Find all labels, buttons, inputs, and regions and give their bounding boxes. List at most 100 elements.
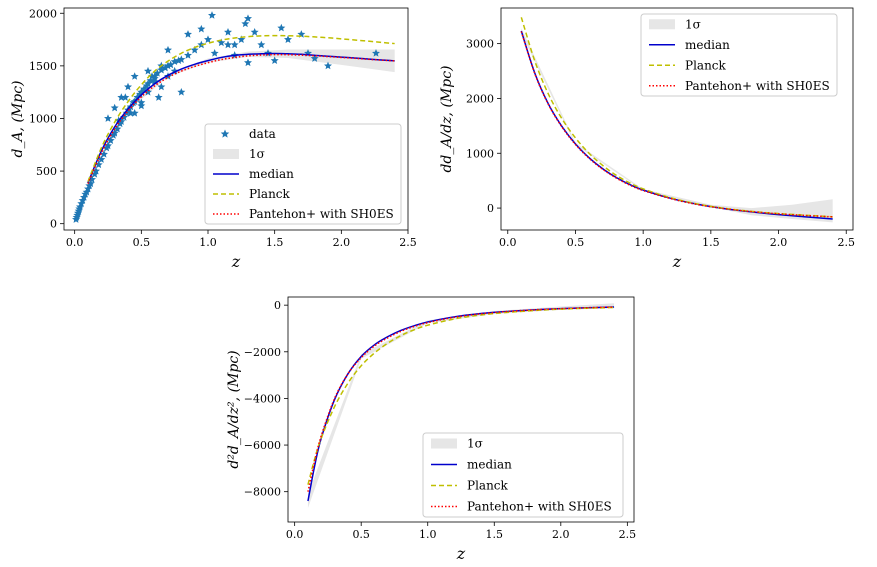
x-tick-label: 2.0 <box>333 236 351 249</box>
y-axis-label: dd_A/dz, (Mpc) <box>439 65 455 172</box>
series-median <box>87 52 395 183</box>
data-point <box>150 74 159 82</box>
data-point <box>244 14 252 22</box>
data-point <box>137 101 146 110</box>
legend-marker-band <box>431 438 457 449</box>
y-tick-label: 1000 <box>29 112 57 125</box>
x-tick-label: 2.0 <box>552 528 570 541</box>
sigma-band <box>88 49 395 184</box>
axes-frame <box>287 296 635 523</box>
chart-d2dA: 0.0 0.5 1.0 1.5 2.0 2.5 0 −2000 −4000 −6000 −8000 z… <box>226 296 637 563</box>
data-point <box>164 45 172 54</box>
y-tick-label: −6000 <box>244 439 281 452</box>
legend-label: data <box>249 127 276 141</box>
data-point <box>161 63 170 72</box>
y-tick-label: 0 <box>274 299 281 312</box>
data-point <box>82 187 91 196</box>
legend-label: 1σ <box>249 147 265 161</box>
y-tick-label: 2000 <box>29 7 57 20</box>
y-tick-label: −8000 <box>244 486 281 499</box>
x-tick-label: 0.5 <box>133 236 151 249</box>
data-point <box>88 175 96 183</box>
data-point <box>166 60 175 69</box>
data-point <box>77 199 86 208</box>
legend-box <box>204 123 402 225</box>
x-tick-label: 2.5 <box>619 528 637 541</box>
legend-label: 1σ <box>467 437 483 451</box>
legend-label: median <box>249 167 294 181</box>
data-point <box>144 66 152 75</box>
axes-frame <box>63 7 409 231</box>
data-point <box>177 87 186 96</box>
y-tick-label: 0 <box>50 218 57 231</box>
data-point <box>241 19 250 28</box>
data-point <box>84 184 92 193</box>
x-tick-label: 1.0 <box>419 528 437 541</box>
chart-ddA: 0.0 0.5 1.0 1.5 2.0 2.5 0 1000 2000 3000 z dd_A/dz,… <box>439 7 855 271</box>
legend-marker-band <box>213 149 239 159</box>
legend: data 1σ median Planck Pantehon+ with SH0ES <box>204 123 402 225</box>
data-point <box>230 40 239 49</box>
data-point <box>277 23 286 32</box>
data-point <box>104 114 112 122</box>
legend-label: Planck <box>467 479 509 493</box>
x-tick-label: 2.0 <box>770 236 788 249</box>
legend-box <box>422 432 624 518</box>
axes-frame <box>500 7 854 231</box>
x-tick-label: 1.0 <box>634 236 652 249</box>
data-point <box>270 56 279 64</box>
plot-area <box>307 303 615 509</box>
data-point <box>210 49 219 57</box>
data-point <box>204 35 212 43</box>
data-point <box>184 51 192 59</box>
data-point <box>148 72 156 80</box>
data-point <box>153 69 162 77</box>
data-point <box>174 56 183 64</box>
data-point <box>130 72 139 80</box>
x-tick-label: 0.0 <box>286 528 304 541</box>
y-tick-label: 1000 <box>466 147 494 160</box>
data-point <box>106 136 115 144</box>
data-point <box>110 103 119 112</box>
legend-label: median <box>685 38 730 52</box>
legend-label: Pantehon+ with SH0ES <box>249 207 394 221</box>
legend-marker-band <box>649 19 675 30</box>
data-point <box>310 54 319 62</box>
data-point <box>146 76 155 84</box>
legend: 1σ median Planck Pantehon+ with SH0ES <box>422 432 624 518</box>
data-point <box>97 155 106 163</box>
y-tick-label: 3000 <box>466 38 494 51</box>
legend-label: Planck <box>685 58 727 72</box>
x-tick-label: 0.5 <box>352 528 370 541</box>
y-tick-label: 2000 <box>466 92 494 105</box>
series-planck <box>520 17 833 218</box>
x-tick-label: 1.5 <box>266 236 284 249</box>
series-planck <box>87 34 395 182</box>
legend-box <box>640 13 838 97</box>
y-tick-label: −2000 <box>244 346 281 359</box>
legend-label: Pantehon+ with SH0ES <box>685 79 830 93</box>
data-point <box>80 193 88 201</box>
data-point <box>94 160 103 169</box>
data-point <box>224 28 232 36</box>
data-point <box>157 65 166 74</box>
legend-label: Pantehon+ with SH0ES <box>467 500 612 514</box>
data-point <box>144 87 152 96</box>
y-tick-label: 500 <box>36 165 57 178</box>
x-tick-label: 0.5 <box>567 236 585 249</box>
data-point <box>184 30 192 38</box>
data-point <box>92 166 100 175</box>
data-point <box>224 40 232 49</box>
data-point <box>190 45 199 54</box>
data-point <box>124 82 132 91</box>
data-point <box>90 170 99 178</box>
legend-label: 1σ <box>685 17 701 31</box>
x-axis-label: z <box>231 252 241 271</box>
y-axis-label: d²d_A/dz², (Mpc) <box>226 350 242 468</box>
data-point <box>144 79 152 88</box>
data-point <box>177 55 186 63</box>
x-tick-label: 1.5 <box>486 528 504 541</box>
y-axis-label: d_A, (Mpc) <box>10 80 26 157</box>
data-point <box>104 141 112 150</box>
